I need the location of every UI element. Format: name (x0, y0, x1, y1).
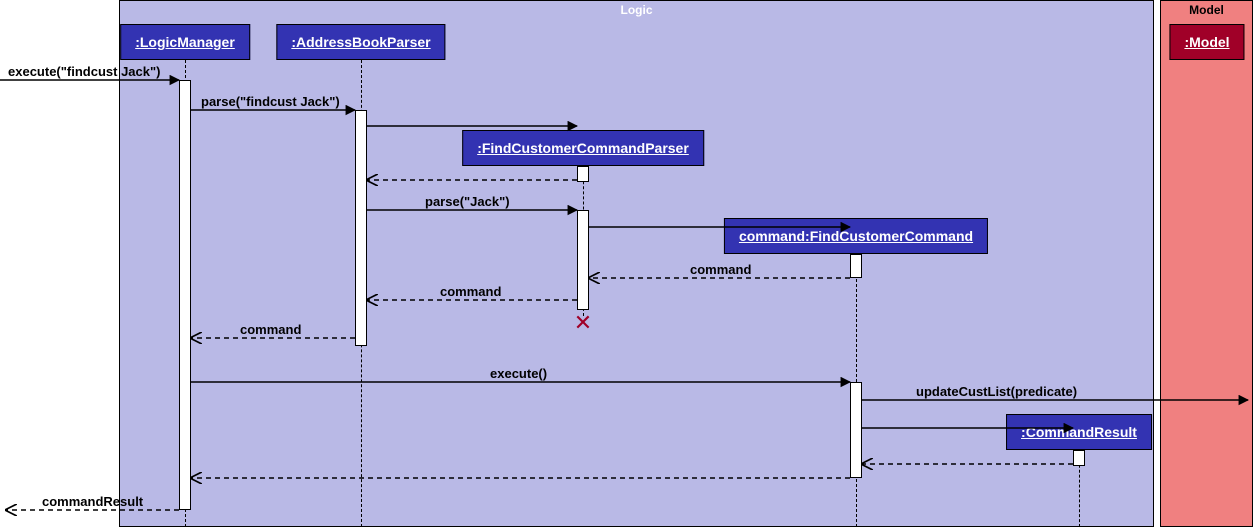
message-label-m15: commandResult (42, 494, 143, 509)
message-label-m2: parse("findcust Jack") (201, 94, 340, 109)
message-label-m9: command (240, 322, 301, 337)
message-label-m10: execute() (490, 366, 547, 381)
message-label-m7: command (690, 262, 751, 277)
message-labels-layer: execute("findcust Jack") parse("findcust … (0, 0, 1254, 527)
message-label-m8: command (440, 284, 501, 299)
message-label-m11: updateCustList(predicate) (916, 384, 1077, 399)
message-label-m5: parse("Jack") (425, 194, 510, 209)
message-label-m1: execute("findcust Jack") (8, 64, 161, 79)
